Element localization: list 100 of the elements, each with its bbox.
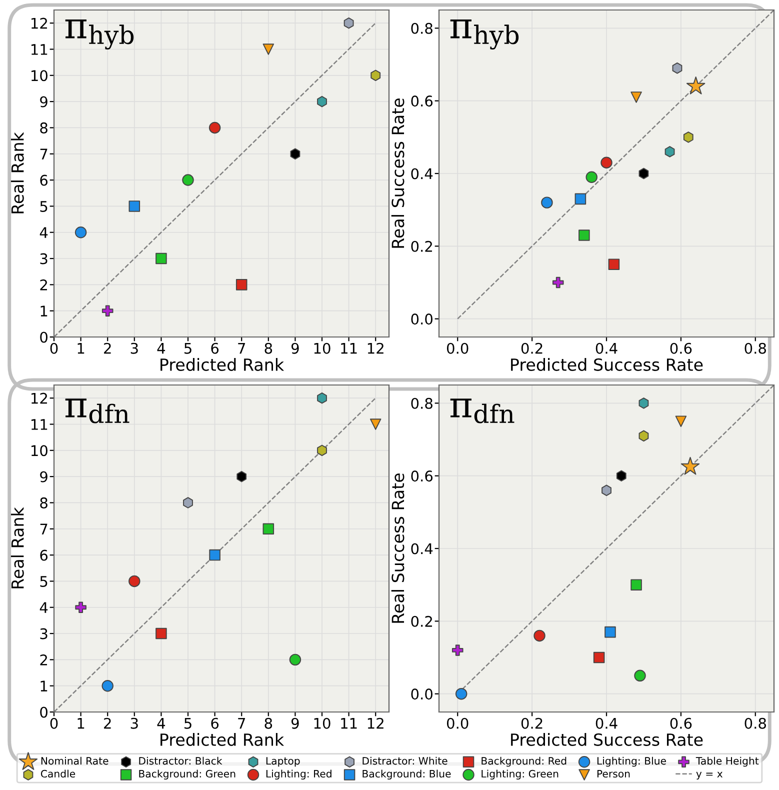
y-tick-label: 7 bbox=[40, 524, 48, 534]
x-tick-label: 12 bbox=[368, 718, 384, 729]
y-tick-label: 0.4 bbox=[411, 168, 433, 180]
x-tick-label: 0.2 bbox=[521, 718, 542, 729]
y-tick-label: 0.4 bbox=[411, 543, 433, 554]
point bbox=[183, 497, 193, 508]
y-tick-label: 0.8 bbox=[411, 22, 432, 34]
x-tick-label: 10 bbox=[314, 342, 330, 354]
point bbox=[209, 549, 220, 561]
point bbox=[608, 258, 620, 270]
y-tick-label: 0.2 bbox=[411, 240, 432, 252]
y-tick-label: 0.6 bbox=[411, 96, 433, 107]
x-tick-label: 2 bbox=[104, 342, 111, 354]
y-tick-label: 9 bbox=[40, 96, 48, 108]
y-tick-label: 10 bbox=[31, 445, 48, 456]
y-tick-label: 10 bbox=[31, 70, 48, 82]
x-tick-label: 11 bbox=[341, 718, 357, 729]
legend-label: Lighting: Red bbox=[266, 770, 332, 780]
point bbox=[128, 200, 140, 212]
point bbox=[156, 252, 167, 264]
y-tick-label: 1 bbox=[40, 306, 48, 316]
x-tick-label: 11 bbox=[341, 343, 357, 354]
legend-label: Lighting: Green bbox=[482, 770, 558, 780]
chart-title: π$_{dfn}$ bbox=[450, 398, 514, 424]
x-tick-label: 0.8 bbox=[744, 342, 766, 354]
legend-label: Distractor: Black bbox=[139, 756, 222, 765]
legend-label: Lighting: Blue bbox=[597, 756, 666, 767]
x-tick-label: 0.8 bbox=[744, 718, 766, 729]
point bbox=[683, 132, 694, 143]
y-axis-title: Real Rank bbox=[10, 132, 24, 214]
point bbox=[74, 226, 87, 238]
point bbox=[541, 196, 553, 208]
point bbox=[552, 276, 564, 288]
x-tick-label: 0.4 bbox=[596, 718, 618, 729]
x-tick-label: 6 bbox=[211, 342, 219, 354]
x-tick-label: 4 bbox=[157, 343, 166, 354]
x-tick-label: 0.2 bbox=[521, 342, 542, 354]
x-tick-label: 3 bbox=[130, 718, 138, 729]
point bbox=[128, 575, 140, 588]
point bbox=[680, 456, 700, 475]
x-axis-title: Predicted Rank bbox=[160, 358, 284, 371]
chart-title: π$_{hyb}$ bbox=[450, 20, 519, 50]
point bbox=[370, 418, 382, 430]
point bbox=[578, 230, 590, 241]
point bbox=[262, 44, 274, 55]
x-tick-label: 2 bbox=[104, 718, 111, 729]
y-axis-title: Real Success Rate bbox=[391, 98, 404, 248]
point bbox=[208, 122, 221, 134]
y-tick-label: 0 bbox=[40, 706, 48, 718]
point bbox=[604, 626, 616, 638]
y-tick-label: 8 bbox=[40, 122, 48, 134]
x-tick-label: 9 bbox=[291, 342, 299, 354]
x-tick-label: 12 bbox=[368, 342, 384, 354]
y-tick-label: 1 bbox=[40, 680, 48, 692]
point bbox=[574, 193, 586, 205]
legend-label: Table Height bbox=[696, 756, 759, 767]
x-tick-label: 0 bbox=[50, 718, 58, 729]
x-tick-label: 6 bbox=[211, 718, 219, 729]
point bbox=[262, 523, 274, 535]
point bbox=[630, 579, 642, 590]
legend-label: Distractor: White bbox=[362, 756, 448, 765]
y-tick-label: 0.0 bbox=[411, 688, 432, 700]
x-tick-label: 9 bbox=[291, 718, 299, 729]
x-tick-label: 1 bbox=[78, 343, 84, 354]
x-axis-title: Predicted Rank bbox=[160, 733, 284, 746]
point bbox=[317, 96, 327, 108]
point bbox=[102, 305, 114, 316]
point bbox=[593, 652, 605, 664]
y-tick-label: 11 bbox=[31, 419, 48, 430]
point bbox=[638, 168, 649, 180]
point bbox=[672, 62, 682, 74]
point bbox=[586, 171, 598, 183]
x-tick-label: 5 bbox=[184, 343, 192, 354]
x-tick-label: 7 bbox=[238, 343, 245, 354]
x-tick-label: 0.6 bbox=[670, 718, 692, 729]
x-tick-label: 8 bbox=[264, 718, 272, 729]
point bbox=[638, 398, 649, 409]
point bbox=[290, 148, 300, 160]
x-tick-label: 4 bbox=[157, 718, 166, 729]
point bbox=[75, 602, 86, 613]
y-tick-label: 0.2 bbox=[411, 616, 432, 627]
x-axis-title: Predicted Success Rate bbox=[511, 358, 703, 371]
y-tick-label: 2 bbox=[40, 279, 47, 290]
point bbox=[317, 392, 327, 404]
legend-label: Background: Blue bbox=[362, 770, 451, 780]
chart-title: π$_{hyb}$ bbox=[65, 20, 134, 50]
point bbox=[236, 470, 247, 482]
x-tick-label: 5 bbox=[184, 718, 192, 729]
y-tick-label: 12 bbox=[31, 392, 47, 404]
legend-label: y = x bbox=[696, 772, 723, 780]
point bbox=[156, 628, 167, 640]
legend-label: Laptop bbox=[266, 757, 300, 767]
chart-title: π$_{dfn}$ bbox=[65, 398, 130, 424]
y-tick-label: 5 bbox=[40, 576, 48, 587]
point bbox=[675, 416, 687, 427]
y-tick-label: 9 bbox=[40, 471, 48, 482]
point bbox=[638, 430, 649, 442]
x-tick-label: 3 bbox=[130, 342, 138, 354]
legend-label: Person bbox=[597, 770, 630, 778]
x-tick-label: 10 bbox=[314, 718, 330, 729]
